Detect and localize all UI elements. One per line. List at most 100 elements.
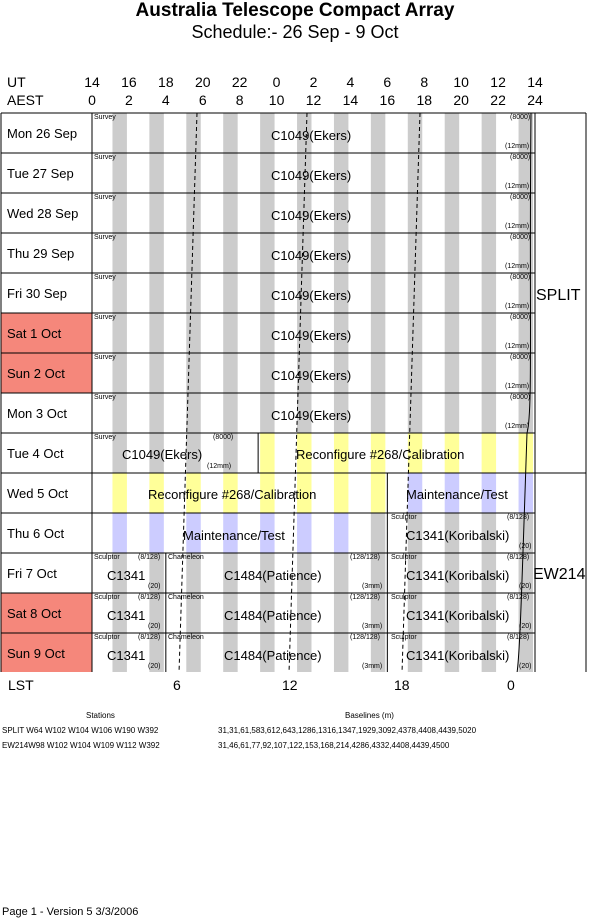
ut-tick: 22 — [231, 74, 248, 90]
note-label: (8/128) — [138, 594, 161, 601]
hour-stripe — [333, 233, 349, 273]
hour-stripe — [149, 513, 164, 553]
hour-stripe — [444, 473, 460, 513]
day-label: Thu 6 Oct — [7, 526, 65, 541]
project-label: C1049(Ekers) — [122, 447, 203, 462]
hour-stripe — [297, 153, 312, 193]
hour-stripe — [407, 313, 423, 353]
hour-stripe — [223, 633, 238, 672]
day-label: Sat 1 Oct — [7, 326, 62, 341]
note-label: (12mm) — [505, 343, 530, 350]
hour-stripe — [518, 633, 533, 672]
hour-stripe — [518, 473, 533, 513]
hour-stripe — [186, 593, 201, 633]
hour-stripe — [186, 233, 201, 273]
weekend-cell — [1, 593, 92, 633]
hour-stripe — [407, 273, 423, 313]
hour-stripe — [333, 593, 349, 633]
aest-tick: 16 — [379, 92, 396, 108]
aest-tick: 4 — [161, 92, 170, 108]
note-label: (8000) — [510, 354, 531, 361]
note-label: (20) — [148, 583, 161, 590]
ut-tick: 10 — [453, 74, 469, 90]
hour-stripe — [112, 353, 127, 393]
hour-stripe — [223, 273, 238, 313]
hour-stripe — [407, 393, 423, 433]
hour-stripe — [481, 193, 497, 233]
note-label: (12mm) — [505, 383, 530, 390]
hour-stripe — [444, 153, 460, 193]
stations-split: SPLIT W64 W102 W104 W106 W190 W392 — [2, 726, 159, 735]
note-label: (8000) — [510, 394, 531, 401]
note-label: (3mm) — [362, 663, 383, 670]
hour-stripe — [149, 473, 164, 513]
hour-stripe — [407, 473, 423, 513]
note-label: Sculptor — [94, 634, 120, 641]
hour-stripe — [370, 233, 386, 273]
survey-label: Survey — [94, 394, 116, 401]
project-label: C1341(Koribalski) — [406, 528, 510, 543]
aest-tick: 22 — [490, 92, 506, 108]
note-label: (128/128) — [350, 554, 380, 561]
lst-tick: 18 — [394, 677, 410, 693]
weekend-cell — [1, 313, 92, 353]
hour-stripe — [481, 153, 497, 193]
day-label: Wed 28 Sep — [7, 206, 79, 221]
hour-stripe — [481, 593, 497, 633]
day-label: Fri 7 Oct — [7, 566, 57, 581]
hour-stripe — [518, 153, 533, 193]
note-label: (12mm) — [505, 423, 530, 430]
hour-stripe — [481, 473, 497, 513]
note-label: (20) — [148, 623, 161, 630]
project-label: C1049(Ekers) — [271, 368, 352, 383]
note-label: Chameleon — [168, 594, 204, 601]
hour-stripe — [444, 593, 460, 633]
note-label: (8000) — [510, 114, 531, 121]
hour-stripe — [444, 113, 460, 153]
hour-stripe — [370, 633, 386, 672]
weekend-cell — [1, 633, 92, 672]
hour-stripe — [444, 193, 460, 233]
aest-label: AEST — [7, 92, 44, 108]
stations-ew214: EW214W98 W102 W104 W109 W112 W392 — [2, 741, 160, 750]
project-label: C1049(Ekers) — [271, 128, 352, 143]
hour-stripe — [112, 393, 127, 433]
hour-stripe — [297, 593, 312, 633]
note-label: (3mm) — [362, 623, 383, 630]
day-label: Sun 2 Oct — [7, 366, 65, 381]
aest-tick: 0 — [88, 92, 96, 108]
hour-stripe — [333, 553, 349, 593]
hour-stripe — [297, 113, 312, 153]
hour-stripe — [260, 313, 275, 353]
hour-stripe — [333, 473, 349, 513]
hour-stripe — [223, 353, 238, 393]
project-label: C1484(Patience) — [224, 648, 322, 663]
aest-tick: 6 — [198, 92, 207, 108]
lst-line — [401, 112, 421, 672]
project-label: Reconfigure #268/Calibration — [148, 487, 317, 502]
project-label: C1341 — [107, 568, 146, 583]
hour-stripe — [518, 513, 533, 553]
hour-stripe — [370, 313, 386, 353]
hour-stripe — [112, 513, 127, 553]
note-label: (8000) — [510, 314, 531, 321]
day-label: Thu 29 Sep — [7, 246, 75, 261]
project-label: C1341 — [107, 648, 146, 663]
note-label: (20) — [519, 543, 532, 550]
hour-stripe — [260, 153, 275, 193]
baselines-ew214: 31,46,61,77,92,107,122,153,168,214,4286,… — [218, 741, 450, 750]
note-label: Sculptor — [94, 554, 120, 561]
hour-stripe — [370, 513, 386, 553]
aest-tick: 14 — [342, 92, 359, 108]
hour-stripe — [481, 113, 497, 153]
hour-stripe — [333, 153, 349, 193]
day-label: Sun 9 Oct — [7, 646, 65, 661]
hour-stripe — [481, 393, 497, 433]
hour-stripe — [370, 153, 386, 193]
hour-stripe — [370, 473, 386, 513]
day-label: Tue 4 Oct — [7, 446, 64, 461]
hour-stripe — [149, 233, 164, 273]
hour-stripe — [518, 113, 533, 153]
ut-tick: 2 — [309, 74, 318, 90]
note-label: (20) — [148, 663, 161, 670]
